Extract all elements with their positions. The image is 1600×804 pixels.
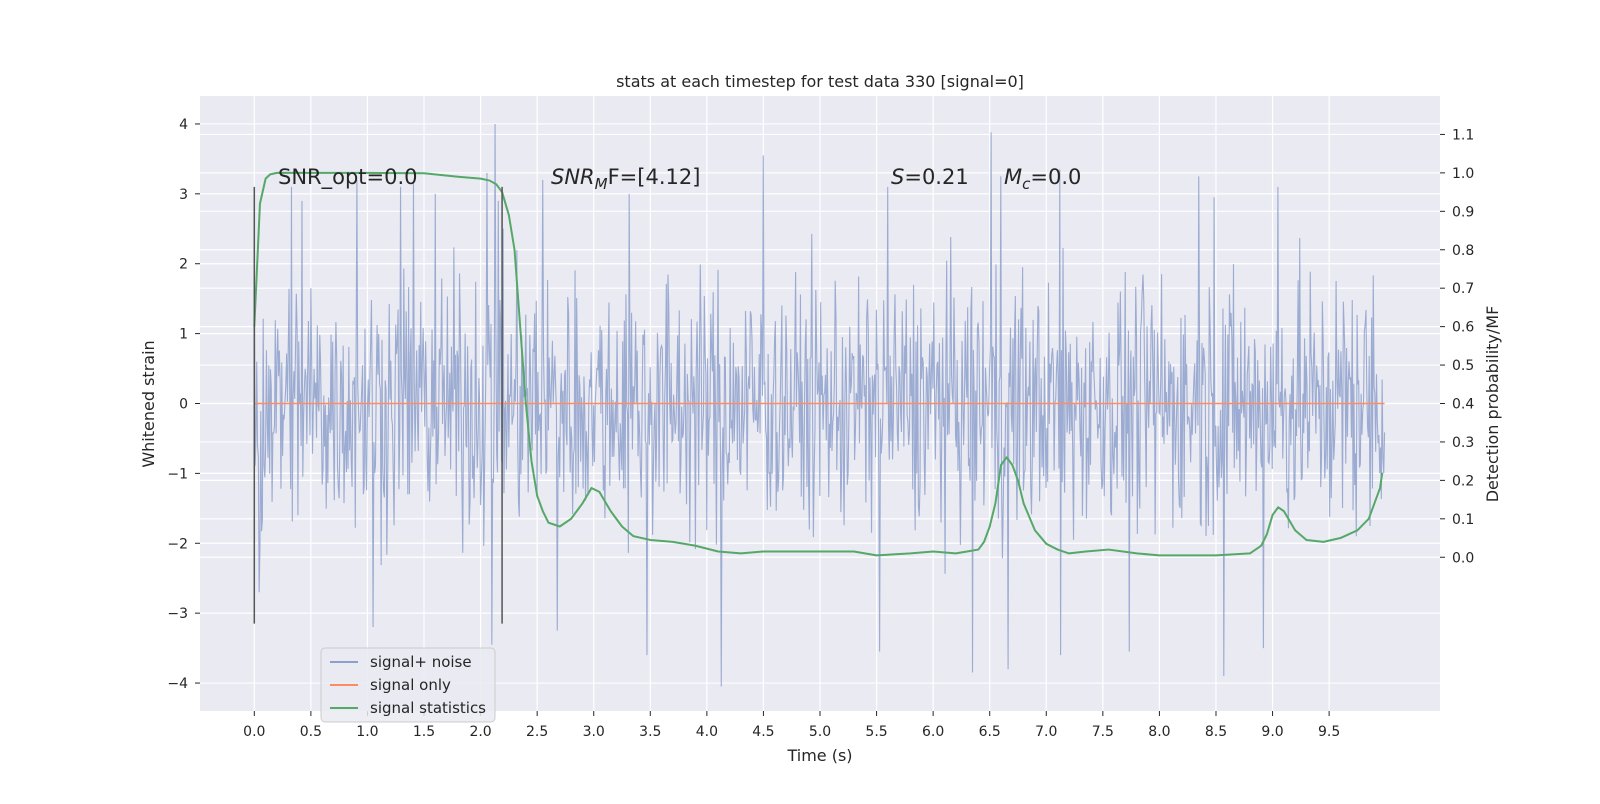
- x-tick-label: 2.0: [469, 724, 491, 740]
- y-right-tick-label: 0.2: [1452, 473, 1474, 489]
- chart-title: stats at each timestep for test data 330…: [616, 72, 1024, 91]
- x-tick-label: 8.5: [1205, 724, 1227, 740]
- x-tick-label: 9.5: [1318, 724, 1340, 740]
- x-tick-label: 3.0: [583, 724, 605, 740]
- y-right-tick-label: 0.1: [1452, 512, 1474, 528]
- y-right-tick-label: 0.6: [1452, 320, 1474, 336]
- y-tick-label: 4: [179, 117, 188, 133]
- y-right-tick-label: 0.3: [1452, 435, 1474, 451]
- y-tick-label: −4: [167, 676, 188, 692]
- y-right-tick-label: 1.1: [1452, 127, 1474, 143]
- y-right-tick-label: 0.8: [1452, 243, 1474, 259]
- x-tick-label: 8.0: [1148, 724, 1170, 740]
- y-right-tick-label: 0.4: [1452, 397, 1474, 413]
- y-tick-label: 3: [179, 187, 188, 203]
- legend-label-signal-only: signal only: [370, 676, 451, 694]
- x-tick-label: 7.0: [1035, 724, 1057, 740]
- y-right-tick-label: 0.7: [1452, 281, 1474, 297]
- x-tick-label: 5.0: [809, 724, 831, 740]
- legend-label-signal-statistics: signal statistics: [370, 699, 486, 717]
- y-right-tick-label: 0.5: [1452, 358, 1474, 374]
- annotation-snr-opt: SNR_opt=0.0: [278, 165, 418, 190]
- series-signal-statistics: [253, 171, 1384, 557]
- y-tick-label: 1: [179, 327, 188, 343]
- x-tick-label: 1.5: [413, 724, 435, 740]
- y-right-tick-label: 1.0: [1452, 166, 1474, 182]
- annotation-s: S=0.21: [891, 165, 969, 189]
- series-signal-noise: [253, 123, 1386, 687]
- y-tick-label: 2: [179, 257, 188, 273]
- x-tick-label: 0.5: [300, 724, 322, 740]
- x-tick-label: 4.5: [752, 724, 774, 740]
- legend: signal+ noise signal only signal statist…: [320, 647, 496, 723]
- y-tick-label: −3: [167, 606, 188, 622]
- y-axis-label: Whitened strain: [139, 340, 158, 467]
- y-right-axis-label: Detection probability/MF: [1483, 306, 1502, 503]
- x-tick-label: 9.0: [1261, 724, 1283, 740]
- x-tick-label: 5.5: [865, 724, 887, 740]
- x-tick-label: 7.5: [1092, 724, 1114, 740]
- y-tick-label: −2: [167, 536, 188, 552]
- x-tick-label: 2.5: [526, 724, 548, 740]
- x-tick-label: 1.0: [356, 724, 378, 740]
- legend-label-signal-noise: signal+ noise: [370, 653, 472, 671]
- annotation-mc: Mc=0.0: [1004, 165, 1081, 193]
- annotations: SNR_opt=0.0 SNRMF=[4.12] S=0.21 Mc=0.0: [278, 165, 1081, 193]
- x-axis-label: Time (s): [786, 746, 852, 765]
- y-right-tick-label: 0.9: [1452, 204, 1474, 220]
- x-tick-label: 3.5: [639, 724, 661, 740]
- y-tick-label: 0: [179, 397, 188, 413]
- annotation-snr-mf: SNRMF=[4.12]: [551, 165, 700, 193]
- x-tick-label: 6.5: [979, 724, 1001, 740]
- y-tick-label: −1: [167, 466, 188, 482]
- x-tick-label: 0.0: [243, 724, 265, 740]
- x-tick-label: 4.0: [696, 724, 718, 740]
- x-tick-label: 6.0: [922, 724, 944, 740]
- legend-box: [320, 647, 496, 723]
- y-right-tick-label: 0.0: [1452, 550, 1474, 566]
